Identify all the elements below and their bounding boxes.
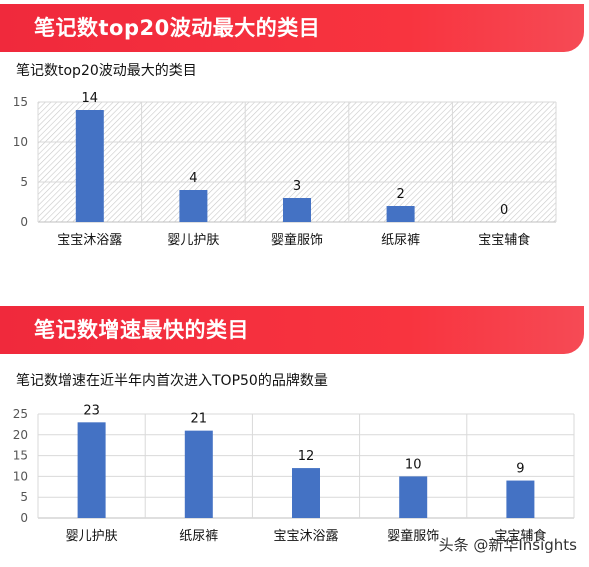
chart-title-2: 笔记数增速在近半年内首次进入TOP50的品牌数量 (16, 373, 328, 389)
bar-4 (399, 476, 428, 518)
x-tick-label: 婴儿护肤 (66, 529, 118, 544)
x-tick-label: 婴童服饰 (271, 232, 323, 248)
data-label: 3 (293, 179, 301, 194)
y-tick-label: 25 (13, 407, 28, 421)
bar-4 (386, 206, 415, 222)
x-tick-label: 纸尿裤 (381, 233, 420, 248)
bar-3 (283, 198, 311, 222)
y-tick-label: 5 (20, 175, 28, 189)
bar-2 (184, 430, 213, 518)
bar-chart-2: 0 5 10 15 20 25 23 婴儿护肤 21 纸尿裤 12 宝宝沐浴露 10 婴童服饰 9 宝宝辅食 (13, 403, 575, 544)
bar-3 (292, 468, 320, 518)
data-label: 9 (516, 462, 524, 477)
x-tick-label: 纸尿裤 (179, 529, 218, 544)
data-label: 10 (405, 457, 422, 472)
data-label: 23 (83, 403, 100, 418)
x-tick-label: 婴童服饰 (387, 528, 439, 544)
y-tick-label: 20 (13, 428, 28, 442)
data-label: 0 (500, 203, 508, 218)
data-label: 12 (298, 449, 315, 464)
bar-1 (75, 110, 104, 222)
data-label: 4 (189, 171, 197, 186)
data-label: 14 (82, 91, 99, 106)
section-banner-1: 笔记数top20波动最大的类目 (0, 4, 584, 52)
x-tick-label: 宝宝辅食 (494, 528, 546, 544)
x-tick-label: 婴儿护肤 (167, 233, 219, 248)
y-tick-label: 0 (20, 215, 28, 229)
y-tick-label: 5 (20, 490, 28, 504)
chart-title-1: 笔记数top20波动最大的类目 (16, 63, 197, 79)
y-tick-label: 0 (20, 511, 28, 525)
data-label: 21 (191, 412, 208, 427)
bar-chart-1: 0 5 10 15 14 宝宝沐浴露 4 婴儿护肤 3 婴童服饰 2 纸尿裤 0 宝宝辅食 (13, 91, 557, 248)
section-banner-2: 笔记数增速最快的类目 (0, 306, 584, 354)
bar-1 (77, 422, 106, 518)
y-tick-label: 15 (13, 449, 28, 463)
y-tick-label: 10 (13, 469, 28, 483)
bar-5 (506, 480, 535, 518)
banner-title-1: 笔记数top20波动最大的类目 (34, 16, 321, 40)
x-tick-label: 宝宝沐浴露 (273, 529, 338, 544)
x-tick-label: 宝宝沐浴露 (57, 233, 122, 248)
source-watermark: 头条 @新华Insights (438, 536, 577, 554)
y-tick-label: 10 (13, 135, 28, 149)
data-label: 2 (396, 187, 404, 202)
x-tick-label: 宝宝辅食 (478, 232, 530, 248)
banner-title-2: 笔记数增速最快的类目 (34, 318, 249, 342)
bar-2 (179, 190, 208, 222)
y-tick-label: 15 (13, 95, 28, 109)
